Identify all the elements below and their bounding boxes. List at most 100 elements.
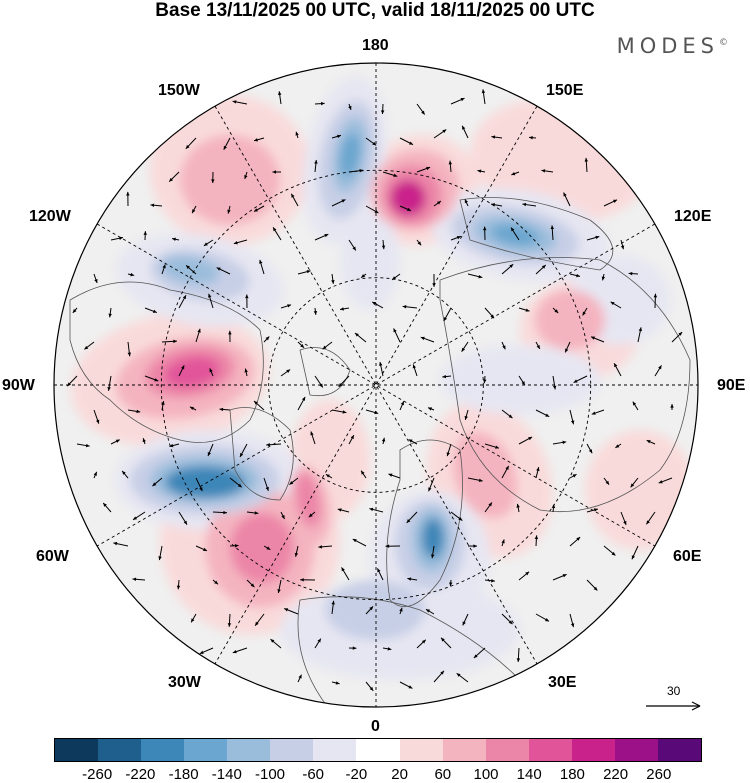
arrow-head [234, 543, 239, 548]
arrow-head [227, 623, 232, 627]
arrow-head [152, 482, 157, 487]
arrow-head [295, 131, 299, 136]
arrow-head [591, 411, 596, 415]
wind-arrow [442, 374, 452, 379]
wind-arrow [393, 328, 401, 343]
wind-arrow [127, 341, 132, 357]
arrow-head [301, 396, 306, 401]
arrow-head [501, 539, 505, 544]
arrow-head [536, 344, 540, 349]
arrow-head [169, 177, 174, 182]
arrow-head [294, 552, 299, 557]
wind-arrow [477, 169, 486, 173]
wind-arrow [569, 473, 577, 479]
wind-arrow [110, 236, 124, 241]
arrow-head [448, 160, 453, 165]
arrow-head [421, 639, 426, 644]
arrow-head [127, 352, 132, 357]
wind-arrow [314, 101, 325, 106]
arrow-head [658, 365, 662, 370]
wind-arrow [263, 336, 270, 343]
wind-arrow [591, 409, 605, 415]
arrow-head [387, 647, 392, 651]
colorbar-swatch [399, 739, 443, 761]
wind-arrow [450, 511, 463, 521]
wind-arrow [399, 205, 412, 212]
wind-arrow [277, 579, 282, 594]
wind-arrow [190, 613, 197, 623]
latitude-circle [268, 277, 484, 493]
wind-arrow [348, 103, 352, 111]
arrow-head [407, 577, 412, 581]
arrow-head [449, 582, 453, 587]
wind-arrow [416, 103, 426, 115]
wind-arrow [195, 545, 208, 552]
arrow-head [183, 520, 188, 525]
meridian-line [96, 223, 656, 547]
arrow-head [491, 202, 495, 207]
wind-arrow [637, 327, 643, 343]
arrow-head [552, 385, 557, 390]
wind-arrow [450, 97, 465, 105]
wind-arrow [66, 375, 78, 387]
arrow-head [462, 621, 466, 626]
arrow-head [320, 101, 325, 106]
arrow-head [426, 166, 431, 171]
anomaly-region [535, 290, 605, 350]
arrow-head [408, 439, 413, 443]
arrow-head [572, 474, 577, 478]
arrow-head [119, 236, 123, 240]
arrow-head [203, 547, 208, 551]
arrow-head [406, 207, 411, 211]
graticule [54, 63, 698, 707]
arrow-head [381, 437, 386, 442]
arrow-head [254, 511, 259, 515]
wind-arrow [573, 375, 588, 384]
wind-arrow [456, 672, 469, 683]
arrow-head [374, 209, 379, 213]
arrow-head [337, 134, 341, 139]
arrow-head [678, 332, 683, 336]
anomaly-region [165, 466, 245, 498]
anomaly-region [325, 580, 425, 640]
wind-arrow [144, 307, 158, 314]
arrow-head [400, 401, 404, 406]
wind-arrow [339, 307, 350, 311]
arrow-head [308, 513, 313, 518]
wind-arrow [433, 129, 447, 139]
colorbar-swatch [571, 739, 615, 761]
wind-arrow [284, 608, 299, 615]
wind-arrow [371, 301, 384, 309]
wind-arrow [338, 375, 350, 388]
arrow-head [534, 535, 539, 540]
wind-arrow [535, 467, 540, 479]
arrow-head [214, 580, 219, 585]
arrow-head [250, 583, 255, 588]
wind-arrow [244, 368, 248, 377]
wind-arrow [253, 400, 265, 411]
arrow-head [335, 681, 340, 685]
arrow-head [325, 474, 330, 478]
arrow-head [126, 191, 130, 196]
land-outlines [69, 197, 691, 707]
lon-label-150e: 150E [546, 82, 584, 99]
wind-arrow [212, 510, 228, 515]
wind-arrow [348, 239, 357, 251]
arrow-head [611, 551, 616, 556]
arrow-head [273, 227, 277, 232]
meridian-line [214, 105, 538, 665]
wind-arrow [670, 403, 674, 411]
wind-arrow [563, 192, 571, 207]
wind-arrow [402, 305, 418, 309]
wind-arrow [601, 273, 606, 281]
wind-arrow [331, 273, 335, 284]
wind-arrow [233, 239, 248, 245]
arrow-head [352, 539, 357, 543]
wind-arrow [416, 166, 431, 173]
wind-arrow [510, 227, 520, 241]
wind-arrow [227, 613, 232, 627]
arrow-head [352, 646, 357, 650]
anomaly-region [390, 180, 426, 216]
arrow-head [646, 440, 651, 444]
wind-arrow [254, 613, 265, 626]
